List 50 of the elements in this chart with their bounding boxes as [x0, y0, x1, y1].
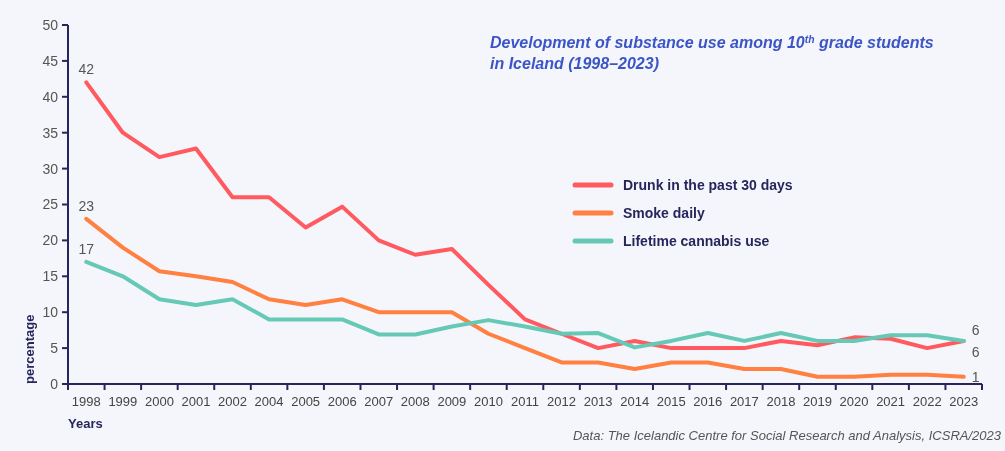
data-label: 1 — [971, 368, 980, 385]
x-tick-label: 2018 — [766, 394, 796, 409]
x-tick-label: 2008 — [400, 394, 430, 409]
x-tick-label: 2010 — [473, 394, 503, 409]
x-tick-label: 2015 — [656, 394, 686, 409]
data-label: 17 — [78, 240, 95, 257]
y-tick-label: 25 — [42, 196, 59, 213]
x-tick-label: 1998 — [71, 394, 101, 409]
y-axis-title: percentage — [22, 314, 37, 384]
y-tick-label: 45 — [42, 52, 59, 69]
x-tick-label: 2002 — [218, 394, 247, 409]
x-tick-label: 2005 — [291, 394, 321, 409]
x-tick-label: 2004 — [254, 394, 284, 409]
y-tick-label: 35 — [42, 124, 59, 141]
x-tick-label: 2007 — [364, 394, 394, 409]
x-tick-label: 2019 — [803, 394, 832, 409]
y-tick-label: 40 — [42, 88, 59, 105]
x-axis-title: Years — [68, 416, 103, 431]
legend-label: Lifetime cannabis use — [623, 232, 770, 249]
x-tick-label: 2013 — [583, 394, 613, 409]
data-label: 23 — [78, 197, 95, 214]
data-label: 6 — [971, 343, 980, 360]
x-tick-label: 2017 — [729, 394, 759, 409]
legend-label: Smoke daily — [623, 204, 705, 221]
line-series — [84, 259, 966, 350]
x-tick-label: 2011 — [511, 394, 539, 409]
x-tick-label: 2016 — [693, 394, 723, 409]
y-tick-label: 0 — [50, 375, 59, 392]
y-tick-label: 30 — [42, 160, 59, 177]
x-tick-label: 2012 — [547, 394, 577, 409]
x-tick-label: 1999 — [108, 394, 138, 409]
y-tick-label: 10 — [42, 304, 59, 321]
x-tick-label: 2000 — [144, 394, 174, 409]
x-tick-label: 2023 — [949, 394, 979, 409]
x-tick-label: 2022 — [912, 394, 942, 409]
data-label: 42 — [78, 61, 95, 78]
y-tick-label: 5 — [50, 340, 59, 356]
x-tick-label: 2006 — [327, 394, 357, 409]
y-tick-label: 20 — [42, 232, 59, 249]
x-tick-label: 2001 — [181, 394, 211, 409]
y-tick-label: 50 — [42, 16, 59, 33]
legend-label: Drunk in the past 30 days — [623, 176, 793, 193]
chart-title: Development of substance use among 10$^{th}$ grade students in Iceland (1998–2023) — [490, 33, 934, 72]
x-tick-label: 2014 — [620, 394, 650, 409]
data-label: 6 — [971, 321, 980, 338]
y-tick-label: 15 — [42, 268, 59, 285]
text: Data: The Icelandic Centre for Social Research and Analysis, ICSRA/2023 — [572, 428, 1002, 443]
x-tick-label: 2009 — [437, 394, 467, 409]
x-tick-label: 2020 — [839, 394, 869, 409]
x-tick-label: 2021 — [876, 394, 906, 409]
